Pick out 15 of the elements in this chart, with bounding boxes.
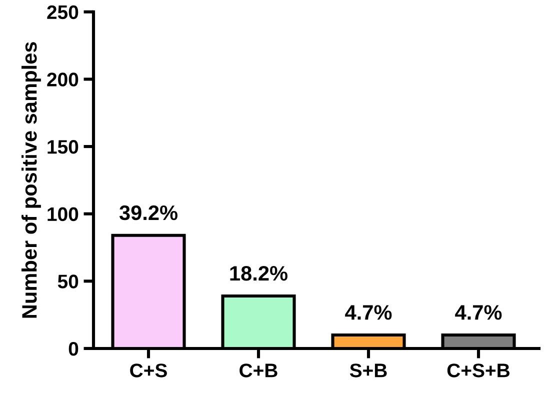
y-axis-title: Number of positive samples — [22, 42, 41, 318]
y-tick-label: 250 — [47, 5, 78, 20]
annotation: 4.7% — [455, 305, 502, 320]
y-tick-label: 50 — [58, 274, 78, 288]
x-tick-label: C+S+B — [447, 364, 510, 378]
x-tick-label: C+B — [240, 364, 278, 378]
x-tick-label: S+B — [350, 364, 387, 378]
y-tick-label: 0 — [68, 342, 78, 356]
y-tick-label: 100 — [48, 207, 78, 222]
annotation: 4.7% — [345, 305, 392, 320]
annotation: 18.2% — [230, 266, 288, 281]
y-tick-label: 150 — [48, 140, 78, 154]
y-tick-label: 200 — [47, 72, 78, 86]
x-tick-label: C+S — [130, 364, 167, 378]
annotation: 39.2% — [119, 205, 178, 220]
